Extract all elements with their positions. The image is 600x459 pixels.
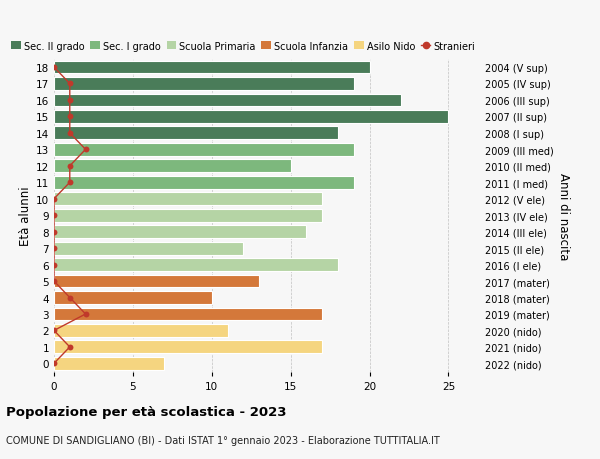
Bar xyxy=(54,160,290,173)
Point xyxy=(65,179,74,186)
Point xyxy=(49,229,59,236)
Bar xyxy=(54,226,307,239)
Point xyxy=(49,261,59,269)
Bar xyxy=(54,242,244,255)
Point xyxy=(65,343,74,351)
Point xyxy=(49,245,59,252)
Bar xyxy=(54,258,338,271)
Point xyxy=(65,130,74,137)
Bar xyxy=(54,193,322,206)
Legend: Sec. II grado, Sec. I grado, Scuola Primaria, Scuola Infanzia, Asilo Nido, Stran: Sec. II grado, Sec. I grado, Scuola Prim… xyxy=(11,42,475,52)
Point xyxy=(49,327,59,335)
Point xyxy=(49,278,59,285)
Bar xyxy=(54,144,354,157)
Point xyxy=(49,360,59,367)
Point xyxy=(65,81,74,88)
Bar xyxy=(54,62,370,74)
Bar xyxy=(54,341,322,353)
Bar xyxy=(54,209,322,222)
Bar xyxy=(54,275,259,288)
Bar xyxy=(54,127,338,140)
Bar xyxy=(54,78,354,91)
Point xyxy=(49,64,59,72)
Point xyxy=(65,294,74,302)
Bar xyxy=(54,357,164,370)
Y-axis label: Età alunni: Età alunni xyxy=(19,186,32,246)
Point xyxy=(81,311,91,318)
Point xyxy=(49,196,59,203)
Point xyxy=(65,163,74,170)
Bar xyxy=(54,308,322,321)
Bar xyxy=(54,95,401,107)
Y-axis label: Anni di nascita: Anni di nascita xyxy=(557,172,570,259)
Text: Popolazione per età scolastica - 2023: Popolazione per età scolastica - 2023 xyxy=(6,405,287,419)
Bar xyxy=(54,291,212,304)
Point xyxy=(49,212,59,219)
Bar xyxy=(54,176,354,189)
Bar xyxy=(54,325,227,337)
Bar xyxy=(54,111,448,123)
Point xyxy=(81,146,91,154)
Point xyxy=(65,97,74,104)
Text: COMUNE DI SANDIGLIANO (BI) - Dati ISTAT 1° gennaio 2023 - Elaborazione TUTTITALI: COMUNE DI SANDIGLIANO (BI) - Dati ISTAT … xyxy=(6,435,440,445)
Point xyxy=(65,113,74,121)
